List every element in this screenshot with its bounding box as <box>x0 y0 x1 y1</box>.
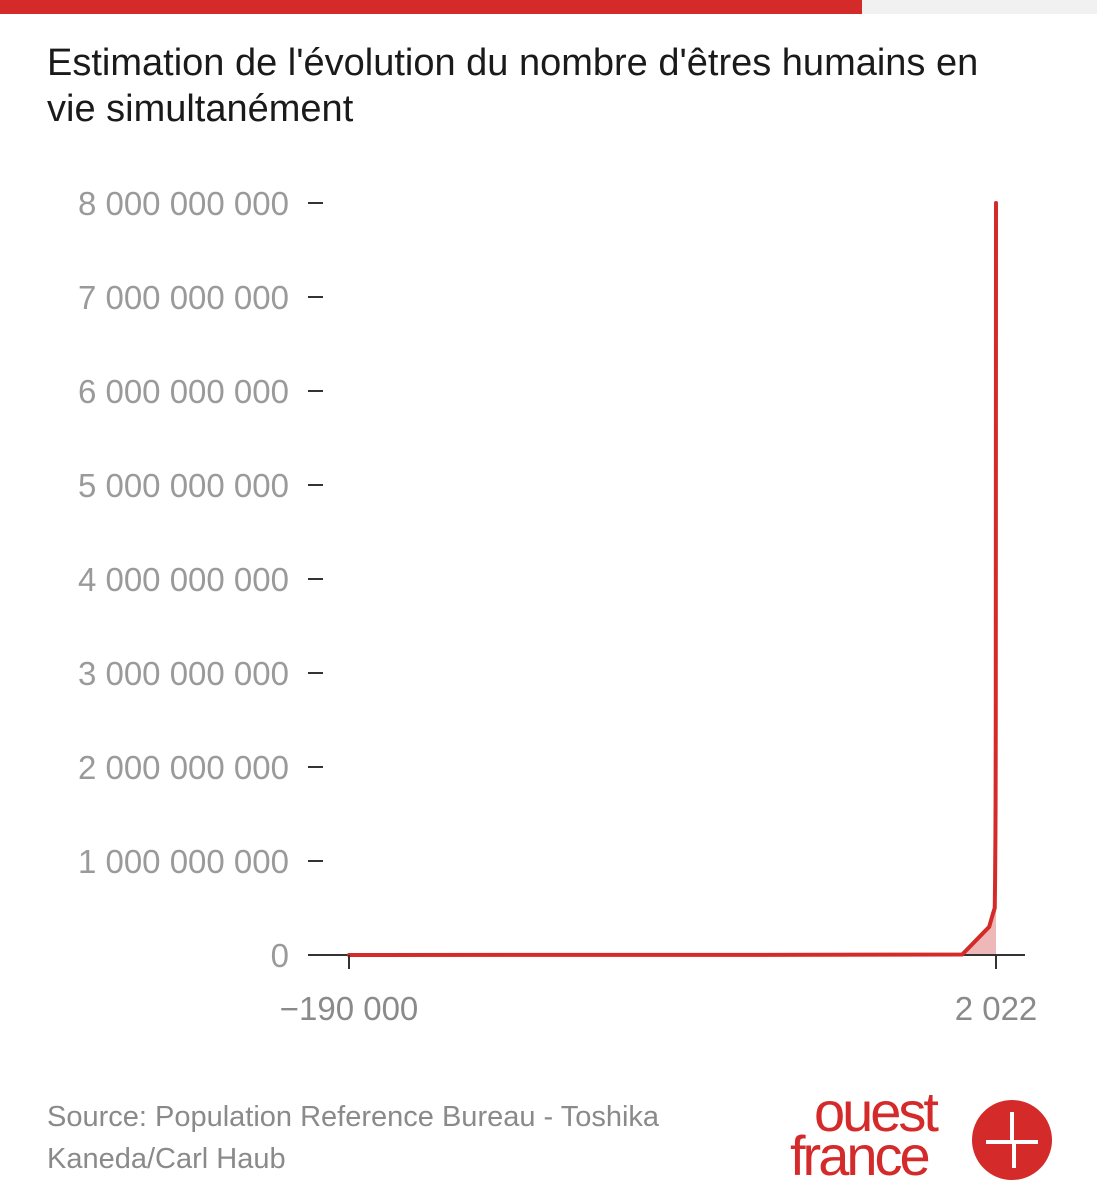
y-tick-label: 4 000 000 000 <box>78 561 289 598</box>
y-tick-label: 1 000 000 000 <box>78 843 289 880</box>
top-progress-track <box>0 0 1097 14</box>
population-line <box>347 201 998 957</box>
chart-title: Estimation de l'évolution du nombre d'êt… <box>47 42 979 130</box>
ouest-france-logo[interactable]: ouest france <box>786 1080 1066 1187</box>
y-tick-label: 6 000 000 000 <box>78 373 289 410</box>
population-chart: 0 1 000 000 000 2 000 000 000 3 000 000 000… <box>78 185 1038 1027</box>
x-tick-label: −190 000 <box>280 990 419 1027</box>
source-note: Source: Population Reference Bureau - To… <box>47 1101 660 1175</box>
y-tick-label: 0 <box>271 937 289 974</box>
y-tick-label: 5 000 000 000 <box>78 467 289 504</box>
logo-word-france: france <box>790 1124 931 1187</box>
y-tick-label: 3 000 000 000 <box>78 655 289 692</box>
x-tick-label: 2 022 <box>955 990 1038 1027</box>
y-tick-label: 8 000 000 000 <box>78 185 289 222</box>
population-area <box>349 203 996 955</box>
y-tick-label: 2 000 000 000 <box>78 749 289 786</box>
ouest-france-logo-icon <box>972 1100 1052 1180</box>
top-progress-fill <box>0 0 863 14</box>
logo-word-ouest: ouest <box>814 1080 939 1143</box>
y-tick-label: 7 000 000 000 <box>78 279 289 316</box>
